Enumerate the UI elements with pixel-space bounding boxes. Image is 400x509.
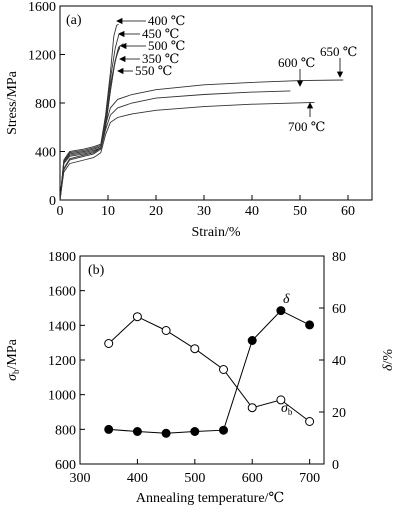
y-tick-label-right-b: 60: [332, 302, 346, 317]
series-label-350: 350 ℃: [142, 51, 179, 66]
y-axis-label-a: Stress/MPa: [5, 70, 20, 135]
point-delta: [219, 425, 228, 435]
series-label-400: 400 ℃: [148, 13, 185, 28]
point-delta: [190, 427, 200, 436]
stress-strain-curve: [59, 48, 121, 201]
stress-strain-curve: [59, 101, 315, 201]
y-tick-label-left-b: 1600: [48, 285, 76, 300]
point-sigma-b: [132, 312, 142, 322]
y-ticks-a: 0 400 800 1200 1600: [28, 0, 65, 209]
x-tick-label-a: 40: [245, 204, 259, 219]
x-tick-label-b: 300: [70, 471, 91, 486]
series-b: [104, 306, 315, 438]
stress-strain-curve: [59, 79, 344, 201]
series-label-600: 600 ℃: [278, 55, 315, 70]
x-tick-label-a: 20: [149, 204, 163, 219]
stress-strain-curve: [59, 23, 119, 201]
curves-a: [59, 23, 344, 201]
y-tick-label-a: 1200: [28, 49, 56, 64]
y-axis-label-right-b: δ/%: [381, 349, 396, 371]
series-label-550: 550 ℃: [135, 63, 172, 78]
panel-a-label: (a): [66, 13, 82, 28]
x-tick-label-a: 60: [341, 204, 355, 219]
point-sigma-b: [276, 395, 286, 405]
x-tick-label-a: 0: [57, 204, 64, 219]
x-axis-label-a: Strain/%: [192, 225, 241, 240]
x-axis-label-b: Annealing temperature/℃: [136, 491, 284, 506]
y-tick-label-left-b: 600: [55, 458, 76, 473]
y-tick-label-left-b: 1800: [48, 250, 76, 265]
y-tick-label-left-b: 1400: [48, 319, 76, 334]
y-tick-label-right-b: 0: [332, 458, 339, 473]
y-axis-label-left-b: σb/MPa: [5, 338, 21, 381]
stress-strain-curve: [59, 90, 291, 201]
point-delta: [161, 428, 171, 438]
series-label-450: 450 ℃: [142, 26, 179, 41]
panel-b: (b) 300 400 500 600 700 60080010001200140016…: [5, 250, 396, 506]
series-label-700: 700 ℃: [288, 119, 325, 134]
y-ticks-right-b: 0 20 40 60 80: [319, 250, 346, 473]
x-tick-label-b: 600: [242, 471, 263, 486]
series-line-sigma-b: [108, 316, 310, 422]
point-sigma-b: [219, 365, 228, 374]
point-delta: [132, 427, 142, 436]
x-tick-label-a: 50: [293, 204, 307, 219]
x-ticks-a: 0 10 20 30 40 50 60: [57, 195, 355, 219]
series-label-delta: δ: [283, 292, 290, 307]
point-delta: [305, 320, 315, 330]
y-tick-label-a: 0: [49, 194, 56, 209]
point-sigma-b: [305, 417, 315, 426]
y-tick-label-a: 400: [35, 146, 56, 161]
y-tick-label-a: 800: [35, 97, 56, 112]
point-sigma-b: [104, 339, 114, 348]
series-label-500: 500 ℃: [148, 38, 185, 53]
panel-a: (a) 0 10 20 30 40 50 60 0 400 800 1200 1600 Strain…: [5, 0, 373, 240]
y-tick-label-right-b: 80: [332, 250, 346, 265]
series-line-delta: [108, 309, 310, 434]
y-ticks-left-b: 600 800 1000 1200 1400 1600 1800: [48, 250, 85, 473]
point-sigma-b: [247, 403, 257, 413]
y-tick-label-left-b: 800: [55, 423, 76, 438]
x-ticks-b: 300 400 500 600 700: [70, 459, 320, 486]
panel-b-label: (b): [88, 263, 105, 278]
x-tick-label-a: 30: [197, 204, 211, 219]
point-delta: [247, 336, 257, 345]
y-tick-label-left-b: 1000: [48, 389, 76, 404]
y-tick-label-left-b: 1200: [48, 354, 76, 369]
point-sigma-b: [161, 326, 171, 335]
x-tick-label-a: 10: [101, 204, 115, 219]
series-label-sigma-b: σb: [281, 401, 293, 417]
point-delta: [104, 424, 114, 434]
y-tick-label-a: 1600: [28, 0, 56, 15]
point-delta: [276, 306, 286, 316]
x-tick-label-b: 400: [127, 471, 148, 486]
y-tick-label-right-b: 40: [332, 354, 346, 369]
point-sigma-b: [190, 344, 200, 354]
legend-annotations-a: [116, 17, 344, 117]
x-tick-label-b: 700: [299, 471, 320, 486]
x-tick-label-b: 500: [184, 471, 205, 486]
y-tick-label-right-b: 20: [332, 406, 346, 421]
series-label-650: 650 ℃: [320, 44, 357, 59]
plot-frame-b: [79, 255, 325, 465]
